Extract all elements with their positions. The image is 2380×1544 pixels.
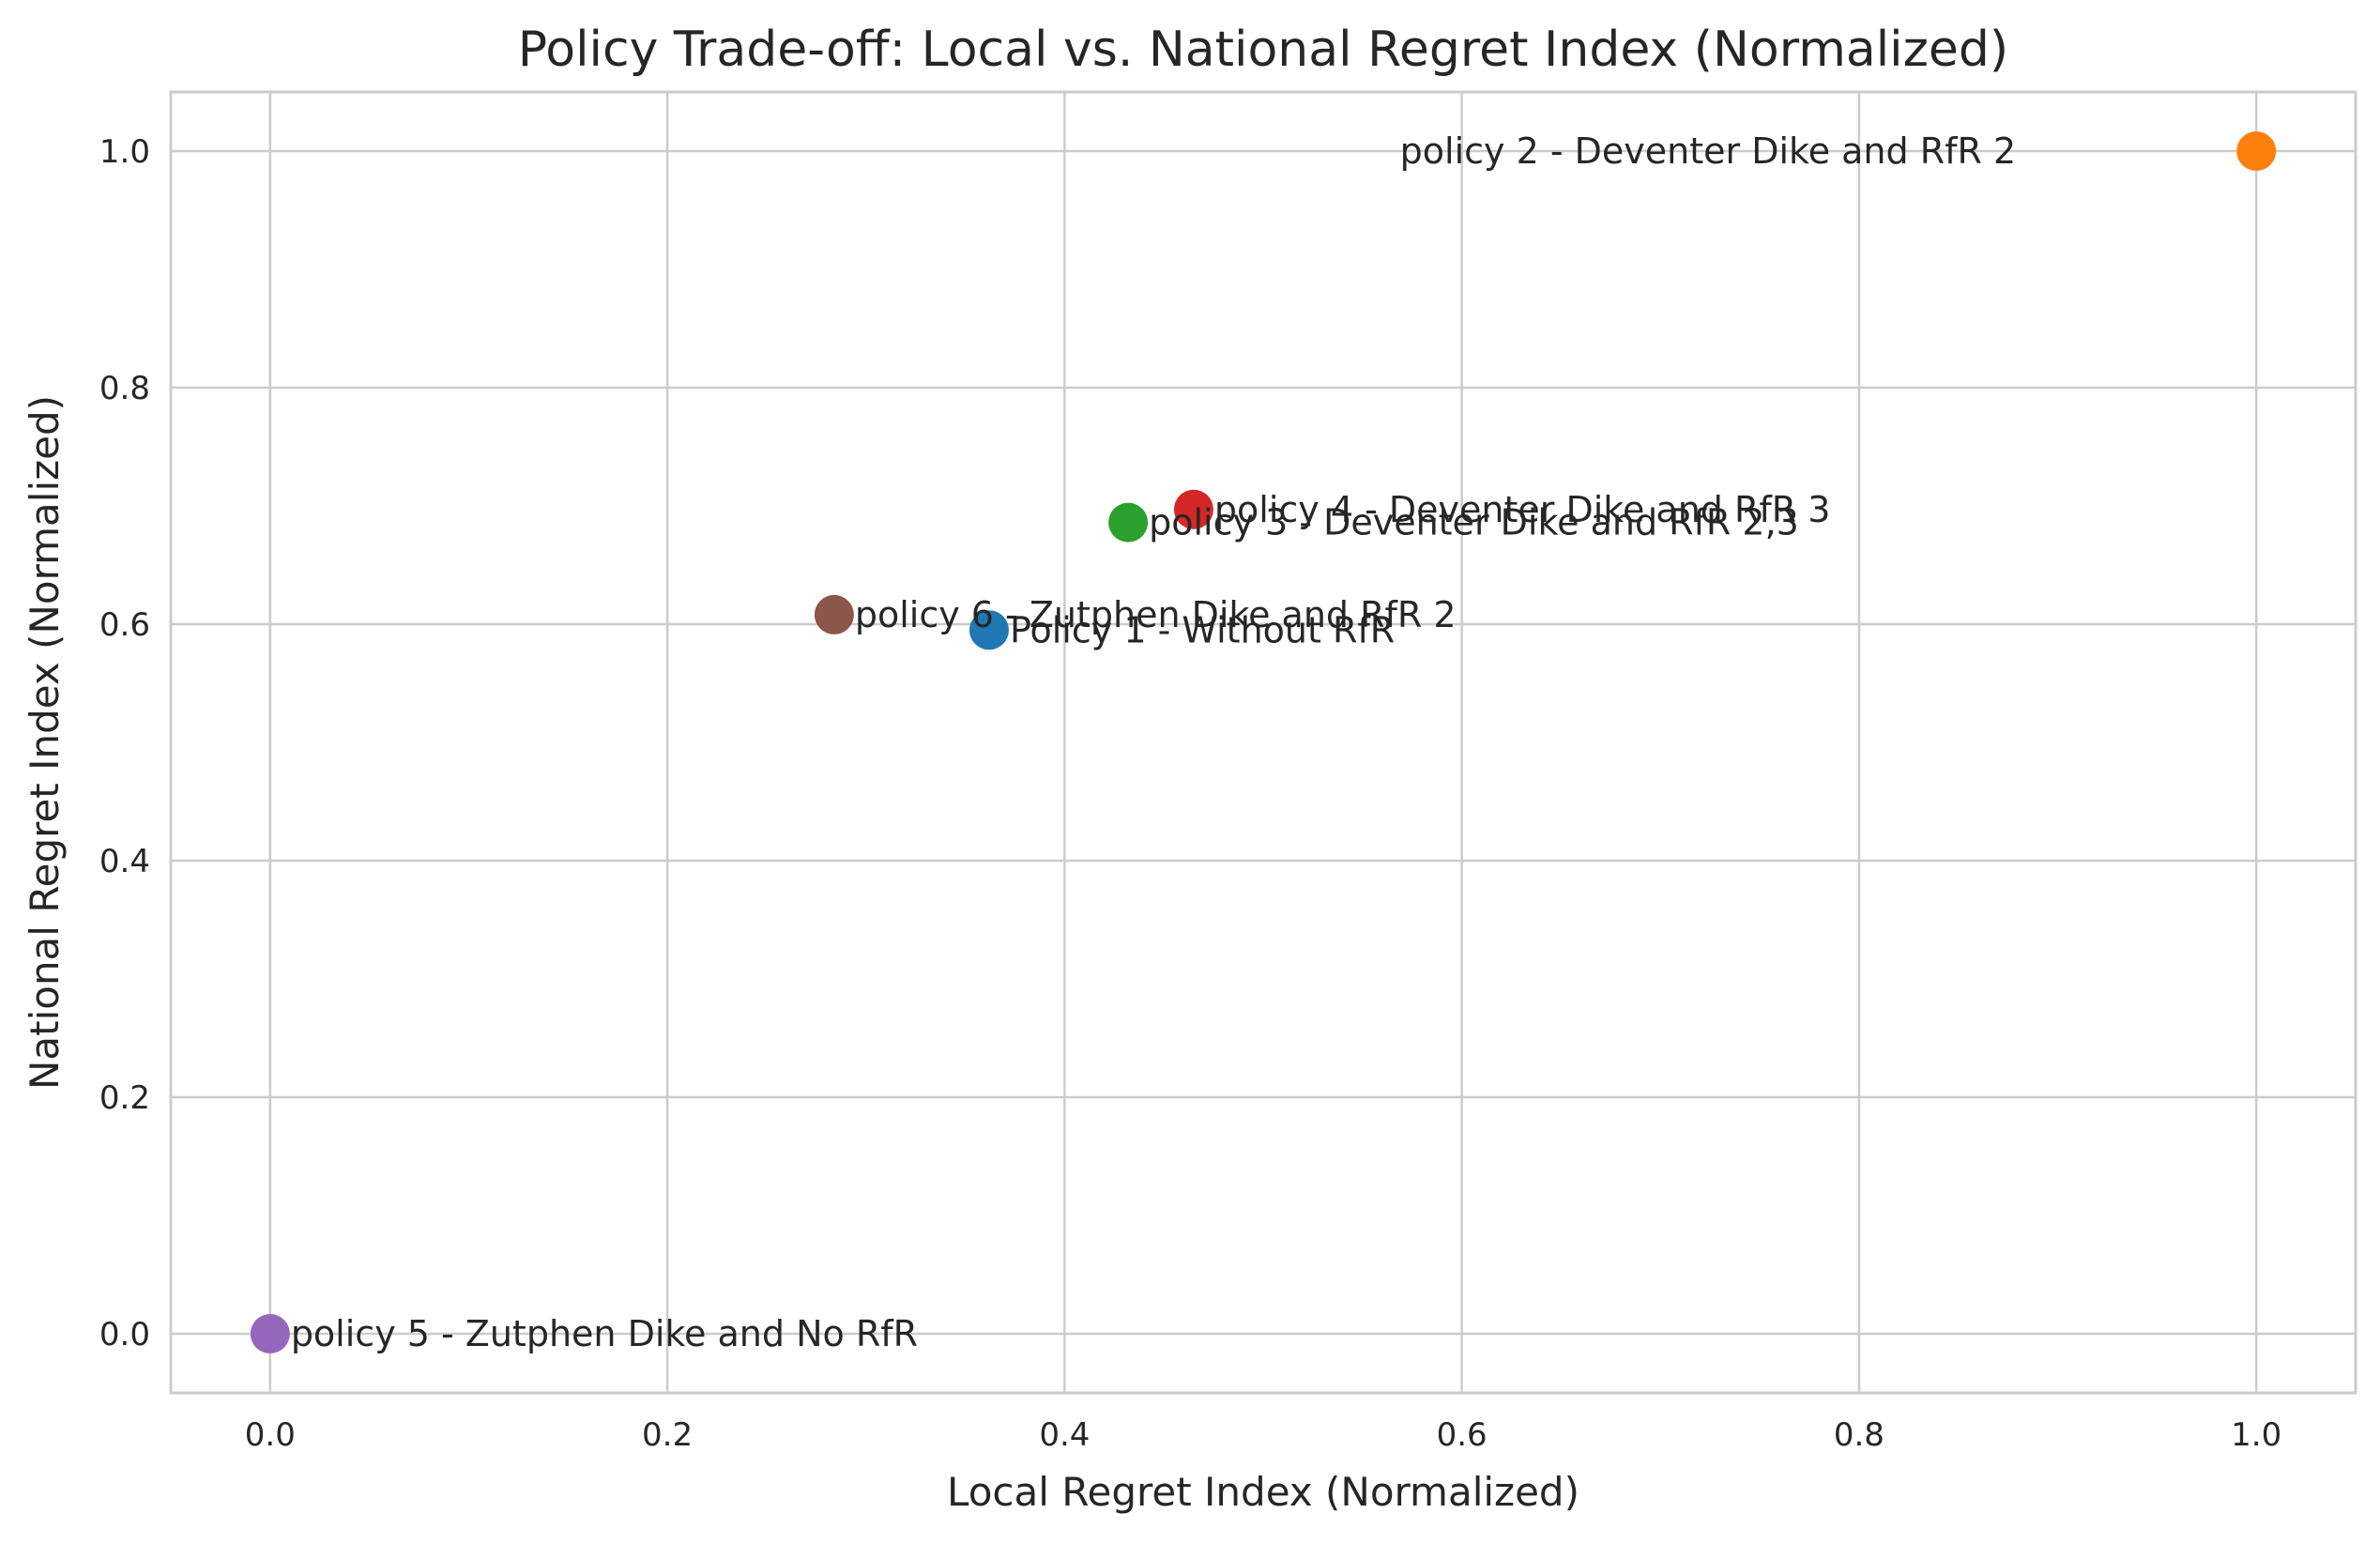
y-tick-label: 0.0 bbox=[99, 1316, 150, 1353]
x-tick-label: 0.4 bbox=[1039, 1416, 1090, 1454]
scatter-point bbox=[1173, 489, 1213, 529]
scatter-point bbox=[969, 610, 1009, 650]
plot-frame bbox=[169, 90, 2357, 1395]
y-tick-label: 0.8 bbox=[99, 370, 150, 407]
x-tick-label: 1.0 bbox=[2231, 1416, 2281, 1454]
y-tick-label: 0.4 bbox=[99, 843, 150, 880]
y-tick-label: 0.6 bbox=[99, 606, 150, 644]
point-label: policy 2 - Deventer Dike and RfR 2 bbox=[1400, 130, 2017, 172]
x-tick-label: 0.2 bbox=[642, 1416, 693, 1454]
y-axis-label: National Regret Index (Normalized) bbox=[22, 395, 68, 1090]
data-points bbox=[250, 131, 2277, 1353]
grid-lines bbox=[171, 92, 2356, 1393]
x-tick-label: 0.6 bbox=[1437, 1416, 1488, 1454]
point-label: policy 4 - Deventer Dike and RfR 3 bbox=[1214, 489, 1831, 530]
point-label: policy 3 - Deventer Dike and RfR 2,3 bbox=[1149, 502, 1799, 543]
chart-title: Policy Trade-off: Local vs. National Reg… bbox=[518, 22, 2008, 78]
point-label: policy 6 - Zutphen Dike and RfR 2 bbox=[855, 594, 1457, 635]
x-tick-label: 0.0 bbox=[245, 1416, 296, 1454]
scatter-point bbox=[814, 594, 854, 634]
tick-labels: 0.0 0.2 0.4 0.6 0.8 1.0 0.0 0.2 0.4 0.6 0.8 1.0 bbox=[99, 133, 2281, 1454]
point-label: Policy 1 - Without RfR bbox=[1010, 609, 1395, 650]
scatter-point bbox=[250, 1314, 290, 1353]
point-label: policy 5 - Zutphen Dike and No RfR bbox=[291, 1313, 918, 1354]
y-tick-label: 0.2 bbox=[99, 1079, 150, 1117]
point-labels: Policy 1 - Without RfR policy 2 - Devente… bbox=[291, 130, 2016, 1354]
scatter-point bbox=[2236, 131, 2277, 171]
x-tick-label: 0.8 bbox=[1834, 1416, 1884, 1454]
y-tick-label: 1.0 bbox=[99, 133, 150, 171]
x-axis-label: Local Regret Index (Normalized) bbox=[947, 1469, 1579, 1515]
scatter-point bbox=[1108, 502, 1149, 543]
